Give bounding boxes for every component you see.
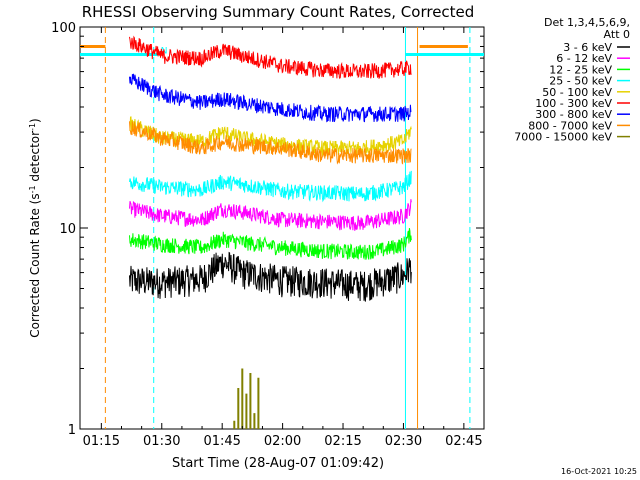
series-line-0: [129, 251, 412, 302]
legend-label-7: 800 - 7000 keV: [528, 119, 612, 132]
legend-label-1: 6 - 12 keV: [556, 52, 612, 65]
legend-label-3: 25 - 50 keV: [549, 75, 612, 88]
series-line-7: [129, 121, 412, 165]
x-tick-label-3: 02:00: [264, 434, 301, 449]
series-line-2: [129, 228, 412, 260]
x-tick-label-6: 02:45: [445, 434, 482, 449]
y-axis-label: Corrected Count Rate (s-1 detector-1): [28, 118, 43, 337]
series-line-8: [233, 368, 260, 429]
series-line-5: [129, 35, 412, 80]
x-tick-label-5: 02:30: [385, 434, 422, 449]
y-axis-label-mid: detector: [28, 131, 42, 186]
y-axis-label-main: Corrected Count Rate (s: [28, 193, 42, 337]
x-axis-label: Start Time (28-Aug-07 01:09:42): [172, 456, 384, 471]
x-tick-label-4: 02:15: [324, 434, 361, 449]
y-axis-label-sup2: -1: [28, 123, 37, 131]
x-tick-label-2: 01:45: [203, 434, 240, 449]
series-line-4: [129, 116, 412, 157]
y-tick-label-0: 1: [68, 423, 76, 438]
legend-label-6: 300 - 800 keV: [535, 108, 612, 121]
legend-label-8: 7000 - 15000 keV: [514, 131, 612, 144]
x-tick-label-0: 01:15: [83, 434, 120, 449]
legend-header-2: Att 0: [604, 28, 630, 41]
legend-header-1: Det 1,3,4,5,6,9,: [544, 16, 630, 29]
legend-label-4: 50 - 100 keV: [542, 86, 612, 99]
legend-label-0: 3 - 6 keV: [563, 41, 612, 54]
y-axis-label-end: ): [28, 118, 42, 123]
y-axis-label-sup1: -1: [28, 185, 37, 193]
x-tick-label-1: 01:30: [143, 434, 180, 449]
series-line-1: [129, 199, 412, 231]
legend-label-5: 100 - 300 keV: [535, 97, 612, 110]
y-tick-label-2: 100: [51, 21, 76, 36]
series-line-3: [129, 170, 412, 203]
y-tick-label-1: 10: [59, 222, 76, 237]
footer-date: 16-Oct-2021 10:25: [561, 467, 637, 476]
series-line-6: [129, 73, 412, 123]
axes: 01:15 01:30 01:45 02:00 02:15 02:30 02:45 1 10 10…: [51, 21, 484, 449]
plot-area: N: [80, 27, 484, 429]
chart-title: RHESSI Observing Summary Count Rates, Co…: [82, 3, 475, 21]
legend-label-2: 12 - 25 keV: [549, 63, 612, 76]
